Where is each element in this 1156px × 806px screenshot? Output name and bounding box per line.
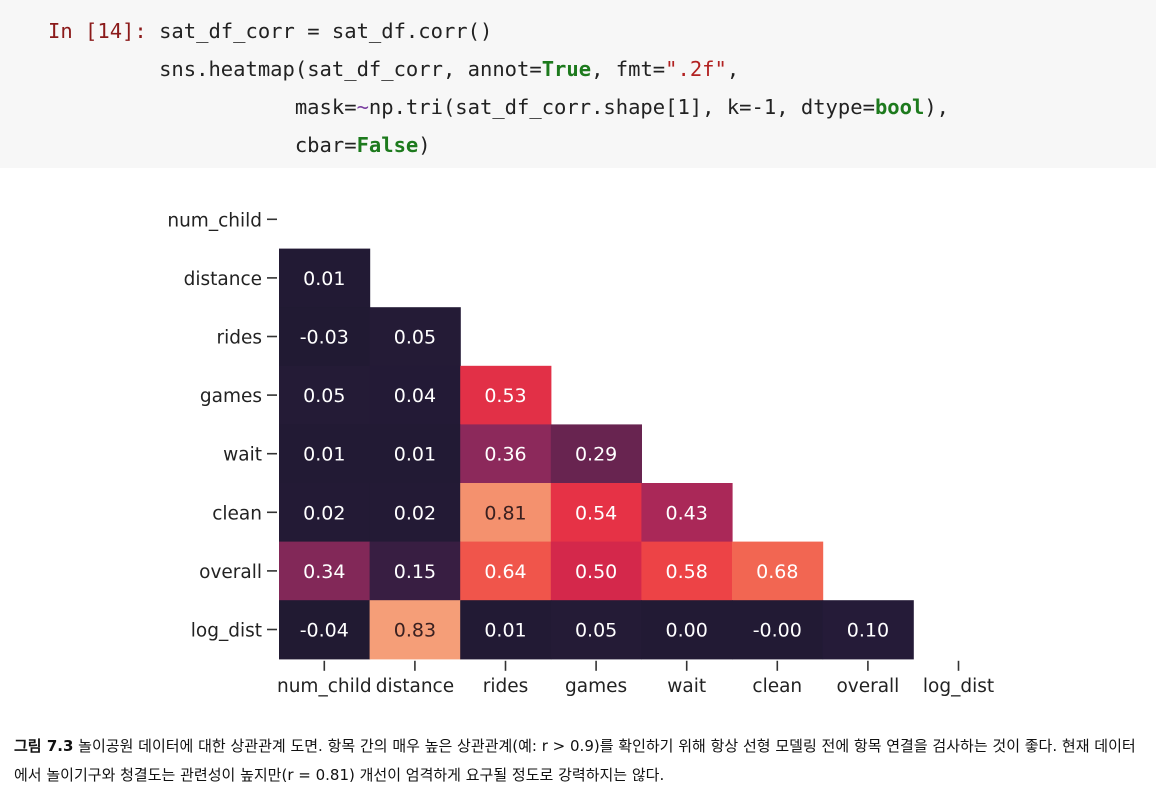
heatmap-cell-overall-wait <box>641 541 733 601</box>
code-line-4-a: cbar= <box>294 133 357 157</box>
heatmap-cell-label: 0.43 <box>666 502 708 524</box>
heatmap-cell-label: 0.05 <box>575 620 617 642</box>
caption-label: 그림 7.3 <box>14 737 74 755</box>
x-tick-label: log_dist <box>923 676 994 697</box>
heatmap-cell-label: 0.34 <box>303 561 345 583</box>
heatmap-cell-label: 0.15 <box>394 561 436 583</box>
x-tick-label: wait <box>667 676 706 697</box>
heatmap-cell-label: 0.10 <box>847 620 889 642</box>
x-tick-label: num_child <box>277 676 372 697</box>
heatmap-cell-label: 0.01 <box>394 444 436 466</box>
heatmap-cell-label: 0.83 <box>394 620 436 642</box>
heatmap-cell-log_dist-wait <box>641 600 733 660</box>
x-tick-label: clean <box>752 676 802 697</box>
heatmap-cell-label: 0.36 <box>484 444 526 466</box>
heatmap-cell-label: 0.01 <box>303 268 345 290</box>
heatmap-cell-label: 0.58 <box>666 561 708 583</box>
heatmap-cell-rides-distance <box>369 307 461 367</box>
y-tick-label: clean <box>212 503 262 524</box>
heatmap-cell-log_dist-clean <box>732 600 824 660</box>
x-tick-label: overall <box>836 676 899 697</box>
y-tick-label: wait <box>223 445 262 466</box>
y-tick-label: log_dist <box>191 621 262 642</box>
code-line-2-c: , <box>726 57 740 81</box>
heatmap-cell-label: 0.29 <box>575 444 617 466</box>
code-operator-tilde: ~ <box>356 95 369 119</box>
heatmap-cell-rides-num_child <box>279 307 371 367</box>
figure-caption: 그림 7.3 놀이공원 데이터에 대한 상관관계 도면. 항목 간의 매우 높은… <box>14 732 1144 790</box>
heatmap-cell-label: 0.05 <box>394 327 436 349</box>
code-line-3-c: ), <box>924 95 949 119</box>
heatmap-cell-label: 0.01 <box>484 620 526 642</box>
heatmap-cell-wait-games <box>550 424 642 484</box>
heatmap-cell-label: 0.02 <box>303 502 345 524</box>
y-tick-label: overall <box>199 562 262 583</box>
heatmap-cell-clean-num_child <box>279 483 371 543</box>
heatmap-cell-label: 0.68 <box>756 561 798 583</box>
y-tick-label: distance <box>184 269 262 290</box>
heatmap-cell-overall-num_child <box>279 541 371 601</box>
code-keyword-bool: bool <box>874 95 925 119</box>
heatmap-cell-label: 0.64 <box>484 561 526 583</box>
caption-text: 놀이공원 데이터에 대한 상관관계 도면. 항목 간의 매우 높은 상관관계(예… <box>14 737 1136 784</box>
heatmap-cell-label: 0.81 <box>484 502 526 524</box>
heatmap-cell-clean-wait <box>641 483 733 543</box>
code-line-2-b: , fmt= <box>591 57 666 81</box>
heatmap-cell-label: -0.04 <box>300 620 349 642</box>
code-keyword-false: False <box>356 133 419 157</box>
heatmap-cell-overall-clean <box>732 541 824 601</box>
x-tick-label: distance <box>376 676 454 697</box>
cell-prompt: In [14]: <box>48 19 147 43</box>
heatmap-cell-clean-rides <box>460 483 552 543</box>
heatmap-cell-label: 0.04 <box>394 385 436 407</box>
heatmap-cell-label: 0.54 <box>575 502 617 524</box>
heatmap-cell-label: 0.00 <box>666 620 708 642</box>
heatmap-cell-games-num_child <box>279 365 371 425</box>
heatmap-cell-wait-rides <box>460 424 552 484</box>
code-line-3-a: mask= <box>294 95 357 119</box>
heatmap-cell-label: 0.50 <box>575 561 617 583</box>
heatmap-cell-label: -0.03 <box>300 327 349 349</box>
heatmap-cell-overall-distance <box>369 541 461 601</box>
code-line-4-b: ) <box>418 133 431 157</box>
heatmap-cell-wait-distance <box>369 424 461 484</box>
correlation-heatmap: 0.01 -0.03 0.05 0.05 0.04 0.53 0.01 0.01 0.36 0.2… <box>167 210 994 697</box>
code-block: In [14]: sat_df_corr = sat_df.corr() sns… <box>48 12 949 164</box>
heatmap-cell-overall-games <box>550 541 642 601</box>
code-keyword-true: True <box>541 57 592 81</box>
heatmap-cell-log_dist-distance <box>369 600 461 660</box>
y-tick-label: num_child <box>167 210 262 231</box>
heatmap-cell-label: 0.02 <box>394 502 436 524</box>
heatmap-cell-games-rides <box>460 365 552 425</box>
code-cell: In [14]: sat_df_corr = sat_df.corr() sns… <box>0 0 1156 168</box>
code-line-2-a: sns.heatmap(sat_df_corr, annot= <box>159 57 542 81</box>
heatmap-cell-label: 0.01 <box>303 444 345 466</box>
code-string-fmt: ".2f" <box>665 57 727 81</box>
heatmap-cell-wait-num_child <box>279 424 371 484</box>
code-line-3-b: np.tri(sat_df_corr.shape[1], k=-1, dtype… <box>368 95 875 119</box>
heatmap-cell-overall-rides <box>460 541 552 601</box>
heatmap-cell-log_dist-games <box>550 600 642 660</box>
code-line-1: sat_df_corr = sat_df.corr() <box>159 19 493 43</box>
heatmap-cell-label: -0.00 <box>753 620 802 642</box>
heatmap-cell-label: 0.05 <box>303 385 345 407</box>
heatmap-cell-log_dist-overall <box>822 600 914 660</box>
heatmap-cell-distance-num_child <box>279 248 371 308</box>
heatmap-cell-log_dist-rides <box>460 600 552 660</box>
y-tick-label: rides <box>216 328 262 349</box>
heatmap-cell-clean-games <box>550 483 642 543</box>
heatmap-cell-log_dist-num_child <box>279 600 371 660</box>
heatmap-cell-label: 0.53 <box>484 385 526 407</box>
x-tick-label: rides <box>483 676 529 697</box>
heatmap-cell-games-distance <box>369 365 461 425</box>
heatmap-cell-clean-distance <box>369 483 461 543</box>
x-tick-label: games <box>565 676 627 697</box>
y-tick-label: games <box>200 386 262 407</box>
